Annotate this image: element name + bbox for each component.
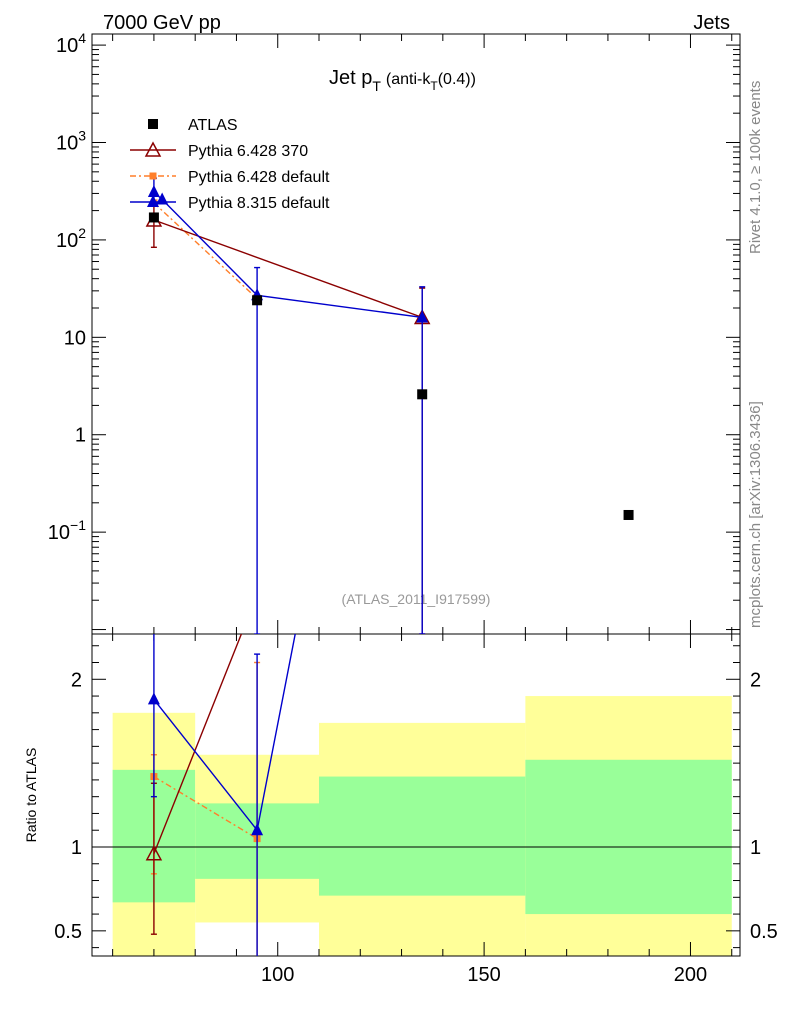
legend-atlas-label: ATLAS	[188, 117, 238, 134]
y-tick-base: 10	[56, 230, 78, 252]
y-tick-exp: 3	[78, 128, 86, 144]
ratio-frame	[91, 633, 741, 957]
atlas-point	[252, 295, 263, 306]
ratio-y-label-left: 1	[71, 837, 82, 859]
y-tick-label: 103	[56, 128, 86, 155]
py6_370-line	[153, 219, 423, 319]
py8_def-point	[147, 185, 160, 198]
band-inner	[525, 759, 732, 915]
py6_370-point	[145, 845, 163, 861]
header-left: 7000 GeV pp	[103, 12, 221, 34]
ratio-data	[145, 505, 325, 956]
ratio-y-label-left: 2	[71, 669, 82, 691]
y-tick-label: 10−1	[48, 517, 86, 544]
x-tick-label: 200	[674, 964, 707, 986]
py8_def-point	[416, 310, 429, 323]
atlas-point	[623, 509, 634, 520]
py6_def-line	[153, 775, 258, 840]
plot-title: Jet pT (anti-kT(0.4))	[329, 67, 476, 94]
title-main-sub: T	[372, 78, 381, 94]
y-tick-label: 1	[75, 425, 86, 447]
x-tick-label: 100	[261, 964, 294, 986]
legend: ATLAS Pythia 6.428 370 Pythia 6.428 defaul…	[130, 117, 330, 212]
py6_def-line	[153, 202, 258, 300]
ratio-axes: 2 2 1 1 0.5 0.5 100 150 200	[54, 634, 778, 986]
y-tick-base: 1	[75, 425, 86, 447]
band-inner	[319, 776, 526, 896]
py8_def-point	[313, 505, 325, 517]
legend-py6_def-marker	[149, 172, 157, 180]
y-tick-exp: 4	[78, 30, 86, 46]
y-tick-exp: −1	[70, 517, 86, 533]
ratio-y-label-left: 0.5	[54, 921, 82, 943]
y-tick-base: 10	[56, 133, 78, 155]
ratio-y-label-right: 1	[750, 837, 761, 859]
py6_370-line	[153, 634, 243, 854]
atlas-point	[148, 212, 159, 223]
py6_370-point	[283, 505, 297, 518]
legend-atlas-marker	[148, 119, 158, 129]
y-tick-label: 104	[56, 30, 86, 57]
legend-py6_370-label: Pythia 6.428 370	[188, 143, 308, 160]
legend-py6_370-marker	[144, 141, 162, 157]
y-tick-exp: 2	[78, 225, 86, 241]
header-right: Jets	[693, 12, 730, 34]
title-paren-close: (0.4))	[438, 71, 476, 88]
legend-py8_def-label: Pythia 8.315 default	[188, 195, 330, 212]
title-paren-open: (anti-k	[386, 71, 431, 88]
ratio-bands	[112, 696, 732, 956]
py8_def-point	[251, 823, 264, 836]
legend-py8_def-marker	[147, 195, 159, 207]
main-data	[145, 177, 634, 634]
py8_def-point	[147, 692, 160, 705]
title-paren-sub: T	[430, 79, 438, 93]
mcplots-label: mcplots.cern.ch [arXiv:1306.3436]	[747, 401, 764, 628]
y-tick-label: 10	[64, 327, 86, 349]
legend-py6_def-label: Pythia 6.428 default	[188, 169, 330, 186]
y-tick-base: 10	[64, 327, 86, 349]
ratio-ylabel: Ratio to ATLAS	[23, 748, 39, 843]
y-tick-label: 102	[56, 225, 86, 252]
title-main: Jet p	[329, 67, 372, 89]
ratio-y-label-right: 0.5	[750, 921, 778, 943]
y-tick-base: 10	[48, 522, 70, 544]
y-tick-base: 10	[56, 35, 78, 57]
x-tick-label: 150	[467, 964, 500, 986]
atlas-point	[417, 389, 428, 400]
analysis-watermark: (ATLAS_2011_I917599)	[342, 591, 491, 607]
rivet-label: Rivet 4.1.0, ≥ 100k events	[747, 81, 764, 254]
ratio-y-label-right: 2	[750, 669, 761, 691]
